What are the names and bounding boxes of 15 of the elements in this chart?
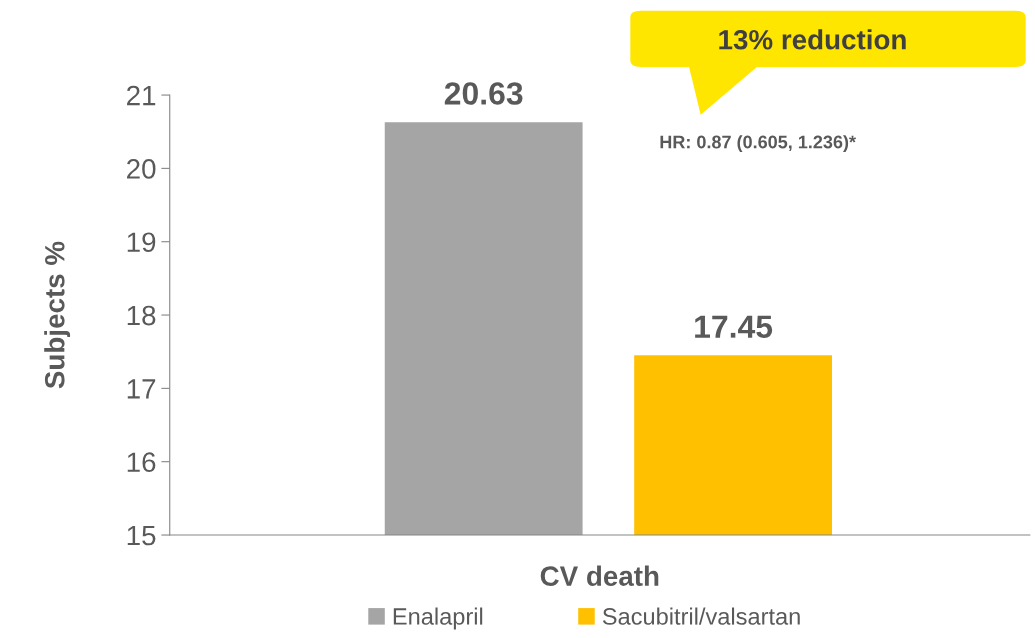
x-tick-label: CV death [540, 565, 659, 586]
y-tick-label: 21 [127, 85, 156, 106]
legend-label: Sacubitril/valsartan [602, 607, 800, 625]
data-label: 17.45 [695, 315, 773, 338]
y-tick-label: 18 [127, 305, 156, 326]
annotation: HR: 0.87 (0.605, 1.236)* [660, 135, 856, 152]
y-tick-label: 16 [127, 452, 156, 473]
y-tick-label: 17 [127, 379, 156, 399]
y-axis-title: Subjects % [44, 241, 71, 389]
y-tick-label: 19 [127, 232, 156, 253]
data-label: 20.63 [444, 82, 523, 105]
y-tick-label: 20 [127, 159, 156, 179]
legend-label: Enalapril [393, 607, 483, 630]
text: 13% reduction [719, 29, 906, 50]
y-tick-label: 15 [127, 525, 156, 546]
